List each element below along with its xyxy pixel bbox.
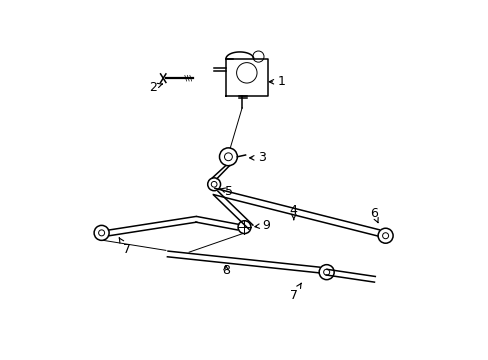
Text: 3: 3 (249, 151, 265, 165)
Text: 1: 1 (269, 75, 285, 88)
Text: 8: 8 (222, 264, 229, 276)
Text: 5: 5 (220, 185, 233, 198)
Text: 6: 6 (369, 207, 377, 223)
Text: 2: 2 (148, 81, 162, 94)
Text: 7: 7 (289, 283, 301, 302)
Text: 7: 7 (119, 238, 130, 256)
Text: 9: 9 (254, 219, 269, 232)
Text: 4: 4 (289, 204, 297, 220)
